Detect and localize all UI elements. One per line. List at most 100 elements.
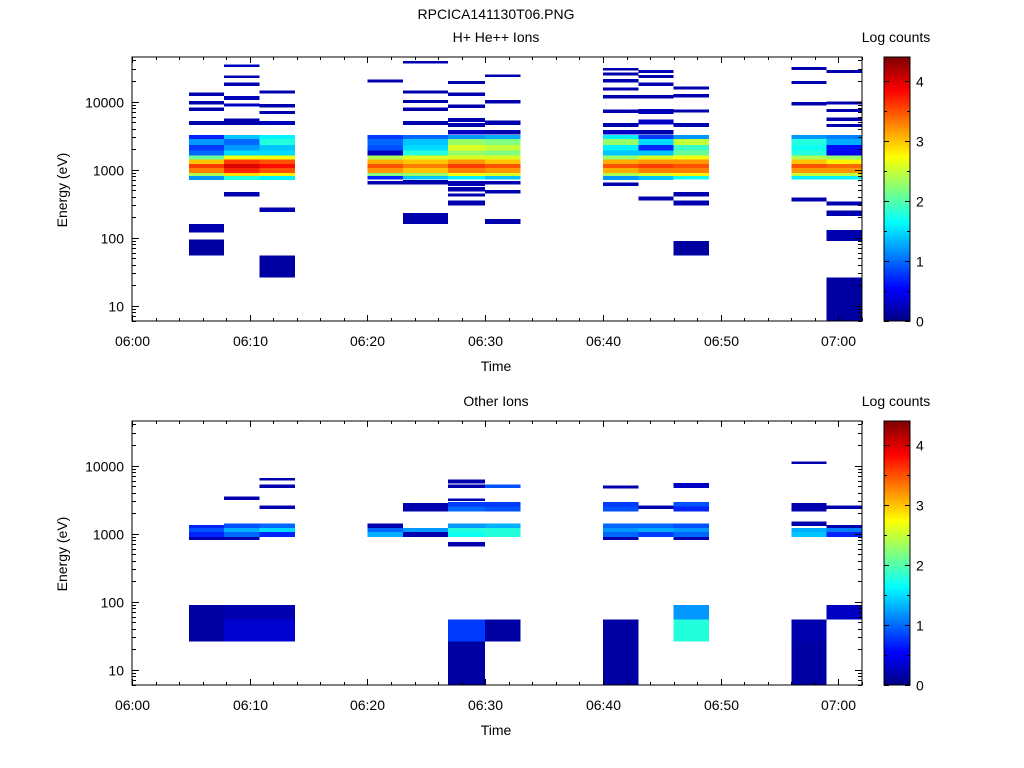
colorbar-swatch xyxy=(884,270,910,274)
colorbar-swatch xyxy=(884,180,910,183)
heatmap-cell xyxy=(188,92,225,97)
heatmap-cell xyxy=(638,139,674,145)
colorbar-swatch xyxy=(884,625,910,629)
colorbar-frame xyxy=(883,56,911,322)
heatmap-cell xyxy=(224,118,260,126)
colorbar-swatch xyxy=(884,652,910,655)
colorbar-swatch xyxy=(884,118,910,122)
colorbar-swatch xyxy=(884,515,910,519)
heatmap-cell xyxy=(447,155,486,160)
heatmap-cell xyxy=(485,120,521,126)
heatmap-cell xyxy=(224,191,260,197)
colorbar-swatch xyxy=(884,487,910,490)
panel-h-he-ions: H+ He++ Ions 06:00 06:10 06:20 06:30 06:40 06… xyxy=(54,29,930,374)
heatmap-cell xyxy=(402,164,448,169)
heatmap-cell xyxy=(602,72,639,76)
colorbar-swatch xyxy=(884,186,910,190)
colorbar-swatch xyxy=(884,147,910,150)
colorbar-frame xyxy=(883,420,911,686)
heatmap-cell xyxy=(485,532,521,537)
colorbar-swatch xyxy=(884,81,910,84)
heatmap-cell xyxy=(638,172,674,177)
colorbar-swatch xyxy=(884,423,910,426)
colorbar-swatch xyxy=(884,619,910,622)
heatmap-cell xyxy=(602,523,639,529)
heatmap-cell xyxy=(224,103,260,107)
colorbar-swatch xyxy=(884,191,910,194)
colorbar-tick-label: 3 xyxy=(916,134,924,150)
heatmap-cell xyxy=(791,80,827,85)
colorbar-swatch xyxy=(884,274,910,278)
colorbar-swatch xyxy=(884,79,910,82)
colorbar-swatch xyxy=(884,277,910,280)
panel-title: Other Ions xyxy=(463,393,528,409)
heatmap-cell xyxy=(791,144,827,151)
heatmap-cell xyxy=(673,483,709,488)
colorbar-swatch xyxy=(884,116,910,120)
plot-frame xyxy=(131,56,863,322)
colorbar-swatch xyxy=(884,310,910,313)
colorbar-swatch xyxy=(884,164,910,168)
heatmap-cell xyxy=(259,135,295,140)
heatmap-cell xyxy=(447,104,486,109)
colorbar-swatch xyxy=(884,233,910,236)
heatmap-cell xyxy=(485,181,521,185)
heatmap-cell xyxy=(224,135,260,140)
colorbar-swatch xyxy=(884,517,910,521)
colorbar-swatch xyxy=(884,167,910,170)
y-axis-label: Energy (eV) xyxy=(54,517,70,592)
colorbar-swatch xyxy=(884,85,910,89)
colorbar-swatch xyxy=(884,76,910,80)
colorbar-swatch xyxy=(884,630,910,633)
heatmap-cell xyxy=(259,155,295,160)
heatmap-cell xyxy=(367,176,403,180)
colorbar-swatch xyxy=(884,544,910,547)
heatmap-cell xyxy=(259,168,295,173)
colorbar-swatch xyxy=(884,237,910,241)
heatmap-cell xyxy=(224,496,260,501)
heatmap-cell xyxy=(602,502,639,507)
heatmap-cell xyxy=(367,172,403,177)
colorbar-swatch xyxy=(884,599,910,602)
heatmap-cell xyxy=(402,107,448,112)
heatmap-cell xyxy=(826,164,862,169)
colorbar-swatch xyxy=(884,654,910,657)
colorbar-swatch xyxy=(884,438,910,442)
colorbar-swatch xyxy=(884,142,910,146)
colorbar-swatch xyxy=(884,676,910,679)
colorbar-swatch xyxy=(884,469,910,473)
colorbar-swatch xyxy=(884,112,910,115)
colorbar-swatch xyxy=(884,489,910,492)
heatmap-area xyxy=(188,461,862,685)
colorbar-swatch xyxy=(884,539,910,543)
colorbar-swatch xyxy=(884,182,910,186)
colorbar-swatch xyxy=(884,520,910,523)
colorbar-swatch xyxy=(884,577,910,580)
heatmap-cell xyxy=(485,528,521,533)
heatmap-cell xyxy=(602,532,639,537)
colorbar-tick-label: 2 xyxy=(916,194,924,210)
heatmap-cell xyxy=(367,135,403,140)
colorbar-swatch xyxy=(884,502,910,506)
heatmap-cell xyxy=(826,135,862,140)
heatmap-cell xyxy=(485,484,521,488)
y-tick-label: 100 xyxy=(101,231,125,247)
colorbar-label: Log counts xyxy=(862,393,931,409)
heatmap-cell xyxy=(826,155,862,160)
colorbar-swatch xyxy=(884,533,910,536)
heatmap-cell xyxy=(402,528,448,533)
colorbar-swatch xyxy=(884,162,910,166)
heatmap-cell xyxy=(602,506,639,512)
heatmap-cell xyxy=(367,79,403,83)
colorbar-swatch xyxy=(884,636,910,640)
colorbar-swatch xyxy=(884,451,910,455)
heatmap-cell xyxy=(447,168,486,173)
colorbar-swatch xyxy=(884,70,910,73)
colorbar-swatch xyxy=(884,480,910,484)
axes: 06:00 06:10 06:20 06:30 06:40 06:50 07:00 10 100… xyxy=(85,420,863,713)
colorbar-swatch xyxy=(884,178,910,181)
heatmap-cell xyxy=(447,176,486,180)
heatmap-cell xyxy=(402,90,448,94)
colorbar-swatch xyxy=(884,68,910,71)
heatmap-cell xyxy=(224,523,260,529)
